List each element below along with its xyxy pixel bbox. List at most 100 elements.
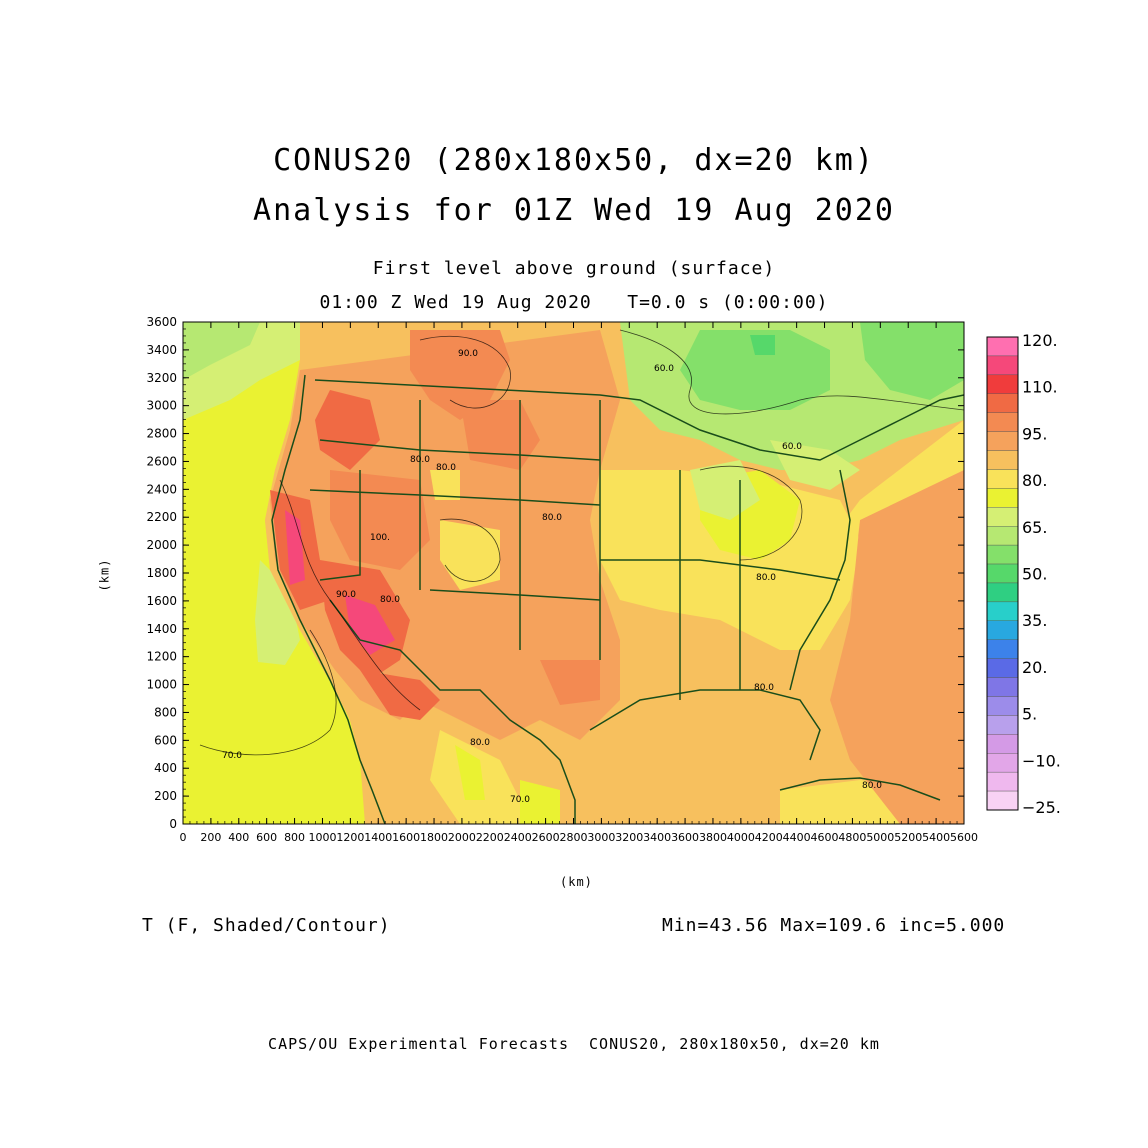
- field-label: T (F, Shaded/Contour): [142, 915, 391, 936]
- contour-label: 70.0: [510, 795, 530, 805]
- color-swatch: [986, 658, 1019, 678]
- y-tick-label: 1200: [146, 650, 177, 664]
- x-tick-label: 2600: [532, 831, 560, 844]
- x-tick-label: 5000: [866, 831, 894, 844]
- field-statistics: Min=43.56 Max=109.6 inc=5.000: [662, 915, 1006, 936]
- level-description: First level above ground (surface): [372, 258, 776, 279]
- contour-label: 60.0: [654, 364, 674, 374]
- x-tick-label: 4800: [838, 831, 866, 844]
- color-swatch: [986, 734, 1019, 754]
- contour-label: 80.0: [754, 683, 774, 693]
- y-tick-label: 2600: [146, 454, 177, 468]
- footer-credit: CAPS/OU Experimental Forecasts CONUS20, …: [268, 1035, 880, 1053]
- x-tick-label: 0: [180, 831, 187, 844]
- contour-label: 90.0: [458, 349, 478, 359]
- color-bar-label: 35.: [1022, 611, 1047, 630]
- y-axis: 0 200 400 600 800 1000 1200 1400 1600 1800 2000 220…: [146, 315, 964, 831]
- color-swatch: [986, 620, 1019, 640]
- color-bar-frame: [986, 336, 1019, 811]
- color-bar-label: 20.: [1022, 658, 1047, 677]
- color-bar-label: 65.: [1022, 518, 1047, 537]
- color-bar-label: 5.: [1022, 705, 1037, 724]
- contour-lines: [199, 329, 964, 756]
- color-swatch: [986, 563, 1019, 584]
- color-swatch: [986, 696, 1019, 716]
- y-tick-label: 400: [154, 761, 177, 775]
- color-bar-label: 50.: [1022, 565, 1047, 584]
- contour-label: 80.0: [542, 513, 562, 523]
- color-bar-label: −10.: [1022, 751, 1061, 770]
- color-swatch: [986, 790, 1019, 811]
- y-tick-label: 1800: [146, 566, 177, 580]
- color-swatch: [986, 526, 1019, 546]
- x-tick-label: 1000: [308, 831, 336, 844]
- contour-label: 80.0: [380, 595, 400, 605]
- y-tick-label: 2200: [146, 510, 177, 524]
- plot-title-line-2: Analysis for 01Z Wed 19 Aug 2020: [253, 193, 895, 228]
- y-tick-label: 0: [169, 817, 177, 831]
- x-tick-label: 1400: [364, 831, 392, 844]
- x-tick-label: 3400: [643, 831, 671, 844]
- x-tick-label: 3000: [587, 831, 615, 844]
- x-tick-label: 5200: [894, 831, 922, 844]
- x-tick-label: 600: [256, 831, 277, 844]
- y-tick-label: 2000: [146, 538, 177, 552]
- color-swatch: [986, 488, 1019, 508]
- x-tick-label: 3800: [699, 831, 727, 844]
- color-swatch: [986, 544, 1019, 565]
- y-tick-label: 1400: [146, 622, 177, 636]
- color-swatch: [986, 374, 1019, 394]
- x-tick-label: 5600: [950, 831, 978, 844]
- x-axis-unit: (km): [560, 875, 593, 889]
- color-legend: 120. 110. 95. 80. 65. 50. 35. 20. 5. −10. −25.: [986, 331, 1061, 817]
- color-swatch: [986, 393, 1019, 413]
- x-tick-label: 4400: [783, 831, 811, 844]
- x-tick-label: 1800: [420, 831, 448, 844]
- plot-title-line-1: CONUS20 (280x180x50, dx=20 km): [273, 143, 875, 178]
- x-tick-label: 2200: [476, 831, 504, 844]
- x-tick-label: 2800: [560, 831, 588, 844]
- contour-label: 80.0: [862, 781, 882, 791]
- x-axis: 0 200 400 600 800 1000 1200 1400 1600 1800 2000 220…: [180, 322, 978, 844]
- color-swatch: [986, 412, 1019, 432]
- x-tick-label: 1200: [336, 831, 364, 844]
- color-swatch: [986, 715, 1019, 735]
- x-tick-label: 4000: [727, 831, 755, 844]
- y-tick-label: 1000: [146, 678, 177, 692]
- x-tick-label: 800: [284, 831, 305, 844]
- color-bar-label: 120.: [1022, 331, 1058, 350]
- x-tick-label: 3600: [671, 831, 699, 844]
- x-tick-label: 2400: [504, 831, 532, 844]
- y-tick-label: 600: [154, 733, 177, 747]
- y-tick-label: 2800: [146, 427, 177, 441]
- y-axis-unit: (km): [97, 558, 112, 592]
- contour-label: 100.: [370, 533, 390, 543]
- y-tick-label: 3000: [146, 399, 177, 413]
- contour-label: 80.0: [756, 573, 776, 583]
- color-swatch: [986, 336, 1019, 357]
- contour-label: 80.0: [470, 738, 490, 748]
- color-swatch: [986, 450, 1019, 470]
- shaded-field: [183, 322, 964, 824]
- contour-label: 80.0: [410, 455, 430, 465]
- y-tick-label: 3600: [146, 315, 177, 329]
- contour-label: 90.0: [336, 590, 356, 600]
- color-bar-label: 95.: [1022, 424, 1047, 443]
- y-tick-label: 200: [154, 789, 177, 803]
- x-tick-label: 4200: [755, 831, 783, 844]
- color-swatch: [986, 677, 1019, 697]
- y-tick-label: 1600: [146, 594, 177, 608]
- y-tick-label: 3200: [146, 371, 177, 385]
- color-bar-label: −25.: [1022, 798, 1061, 817]
- color-swatch: [986, 639, 1019, 659]
- color-bar-label: 80.: [1022, 471, 1047, 490]
- color-swatch: [986, 507, 1019, 527]
- x-tick-label: 200: [200, 831, 221, 844]
- x-tick-label: 400: [228, 831, 249, 844]
- x-tick-label: 2000: [448, 831, 476, 844]
- x-tick-label: 1600: [392, 831, 420, 844]
- color-swatch: [986, 771, 1019, 792]
- color-swatch: [986, 601, 1019, 622]
- y-tick-label: 800: [154, 705, 177, 719]
